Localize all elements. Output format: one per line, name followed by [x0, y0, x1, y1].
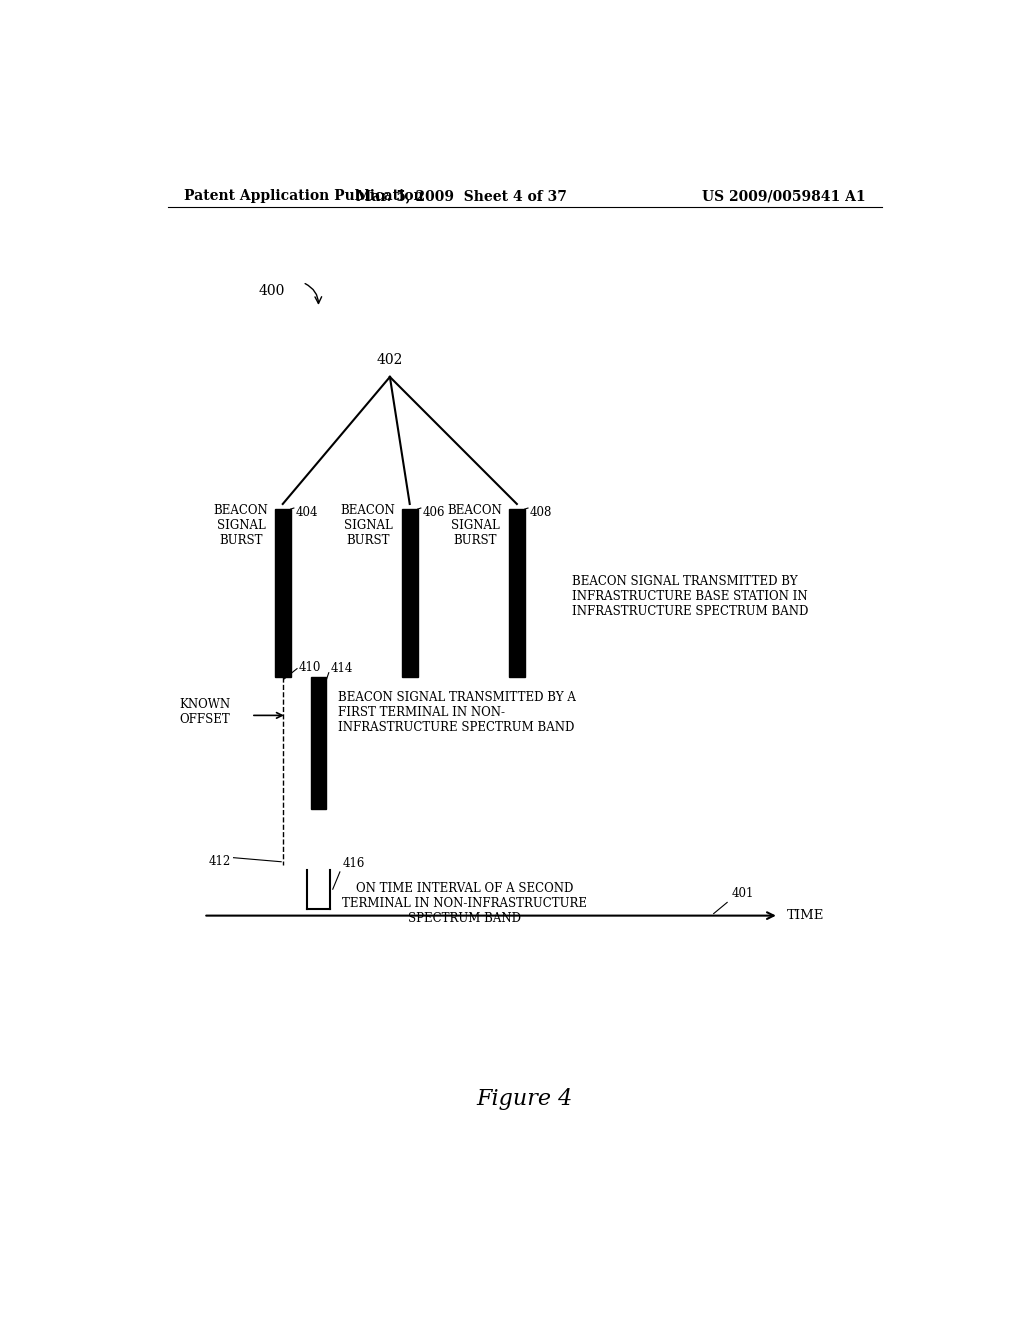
Text: 410: 410	[299, 661, 321, 673]
Text: BEACON SIGNAL TRANSMITTED BY A
FIRST TERMINAL IN NON-
INFRASTRUCTURE SPECTRUM BA: BEACON SIGNAL TRANSMITTED BY A FIRST TER…	[338, 690, 577, 734]
Text: 406: 406	[423, 506, 444, 519]
Bar	[509, 510, 524, 677]
FancyArrowPatch shape	[305, 284, 322, 304]
Text: 404: 404	[296, 506, 317, 519]
Bar	[311, 677, 326, 809]
Text: Patent Application Publication: Patent Application Publication	[183, 189, 423, 203]
Text: 412: 412	[209, 855, 231, 869]
Text: KNOWN
OFFSET: KNOWN OFFSET	[179, 698, 230, 726]
Text: 414: 414	[331, 661, 352, 675]
Text: BEACON
SIGNAL
BURST: BEACON SIGNAL BURST	[214, 504, 268, 546]
Bar	[401, 510, 418, 677]
Text: ON TIME INTERVAL OF A SECOND
TERMINAL IN NON-INFRASTRUCTURE
SPECTRUM BAND: ON TIME INTERVAL OF A SECOND TERMINAL IN…	[342, 882, 588, 925]
Text: BEACON SIGNAL TRANSMITTED BY
INFRASTRUCTURE BASE STATION IN
INFRASTRUCTURE SPECT: BEACON SIGNAL TRANSMITTED BY INFRASTRUCT…	[572, 576, 809, 618]
Text: US 2009/0059841 A1: US 2009/0059841 A1	[702, 189, 866, 203]
Text: 401: 401	[731, 887, 754, 900]
Text: BEACON
SIGNAL
BURST: BEACON SIGNAL BURST	[341, 504, 395, 546]
Text: Figure 4: Figure 4	[477, 1088, 572, 1110]
Text: 402: 402	[377, 352, 403, 367]
Text: 400: 400	[259, 284, 286, 297]
Bar	[274, 510, 291, 677]
Text: TIME: TIME	[786, 909, 824, 923]
Text: Mar. 5, 2009  Sheet 4 of 37: Mar. 5, 2009 Sheet 4 of 37	[356, 189, 566, 203]
Text: 416: 416	[342, 857, 365, 870]
Text: BEACON
SIGNAL
BURST: BEACON SIGNAL BURST	[447, 504, 503, 546]
Text: 408: 408	[529, 506, 552, 519]
